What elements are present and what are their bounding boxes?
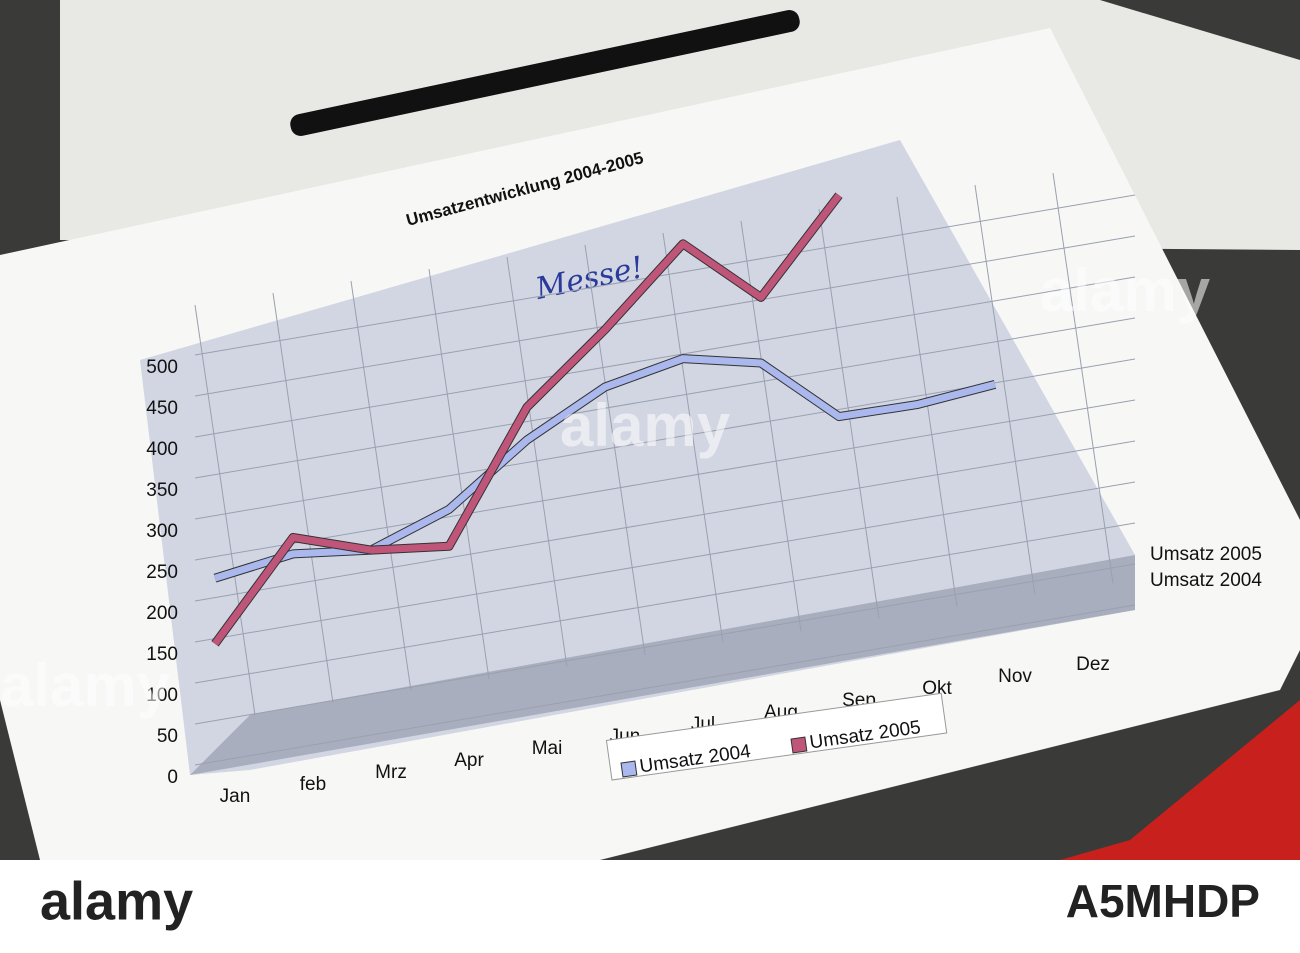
- pen: [290, 10, 800, 136]
- grid-line: [194, 522, 1136, 684]
- legend-swatch: [620, 760, 638, 778]
- series-label: Umsatz 2005: [1150, 544, 1262, 565]
- grid-line-vertical: [1052, 172, 1114, 584]
- grid-line: [194, 399, 1136, 561]
- y-tick-label: 100: [146, 685, 178, 706]
- grid-line-vertical: [506, 256, 568, 668]
- grid-line: [194, 563, 1136, 725]
- x-tick-label: Nov: [998, 666, 1032, 687]
- x-tick-label: feb: [300, 774, 326, 795]
- grid-line-vertical: [350, 280, 412, 692]
- grid-line-vertical: [974, 184, 1036, 596]
- grid-line: [194, 276, 1136, 438]
- grid-line: [194, 481, 1136, 643]
- grid-line: [194, 440, 1136, 602]
- red-folder: [1060, 700, 1300, 860]
- grid-line: [194, 317, 1136, 479]
- grid-line-vertical: [272, 292, 334, 704]
- y-tick-label: 150: [146, 644, 178, 665]
- y-tick-label: 450: [146, 398, 178, 419]
- grid-line-vertical: [194, 304, 256, 716]
- watermark: alamy: [0, 652, 171, 719]
- x-tick-label: Okt: [922, 678, 952, 699]
- legend-swatch: [790, 736, 808, 754]
- x-tick-label: Apr: [454, 750, 484, 771]
- series-line: [213, 355, 996, 582]
- y-tick-label: 350: [146, 480, 178, 501]
- y-tick-label: 200: [146, 603, 178, 624]
- y-tick-label: 400: [146, 439, 178, 460]
- x-tick-label: Mrz: [375, 762, 407, 783]
- footer: [0, 860, 1300, 953]
- grid-line-vertical: [584, 244, 646, 656]
- grid-line: [194, 235, 1136, 397]
- grid-line-vertical: [662, 232, 724, 644]
- series-line: [212, 193, 842, 646]
- x-tick-label: Jan: [220, 786, 251, 807]
- x-tick-label: Dez: [1076, 654, 1110, 675]
- y-tick-label: 50: [157, 726, 178, 747]
- watermark: alamy: [560, 392, 731, 459]
- series-label: Umsatz 2004: [1150, 570, 1262, 591]
- plot-floor: [190, 555, 1135, 775]
- grid-line-vertical: [428, 268, 490, 680]
- legend-box: [605, 692, 948, 781]
- y-tick-label: 500: [146, 357, 178, 378]
- x-tick-label: Mai: [532, 738, 563, 759]
- grid-line: [194, 194, 1136, 356]
- y-tick-label: 250: [146, 562, 178, 583]
- watermark: alamy: [1040, 257, 1211, 324]
- grid-line: [194, 604, 1136, 766]
- image-id: A5MHDP: [1066, 875, 1260, 927]
- watermark: alamy: [40, 871, 193, 931]
- y-tick-label: 300: [146, 521, 178, 542]
- y-tick-label: 0: [167, 767, 178, 788]
